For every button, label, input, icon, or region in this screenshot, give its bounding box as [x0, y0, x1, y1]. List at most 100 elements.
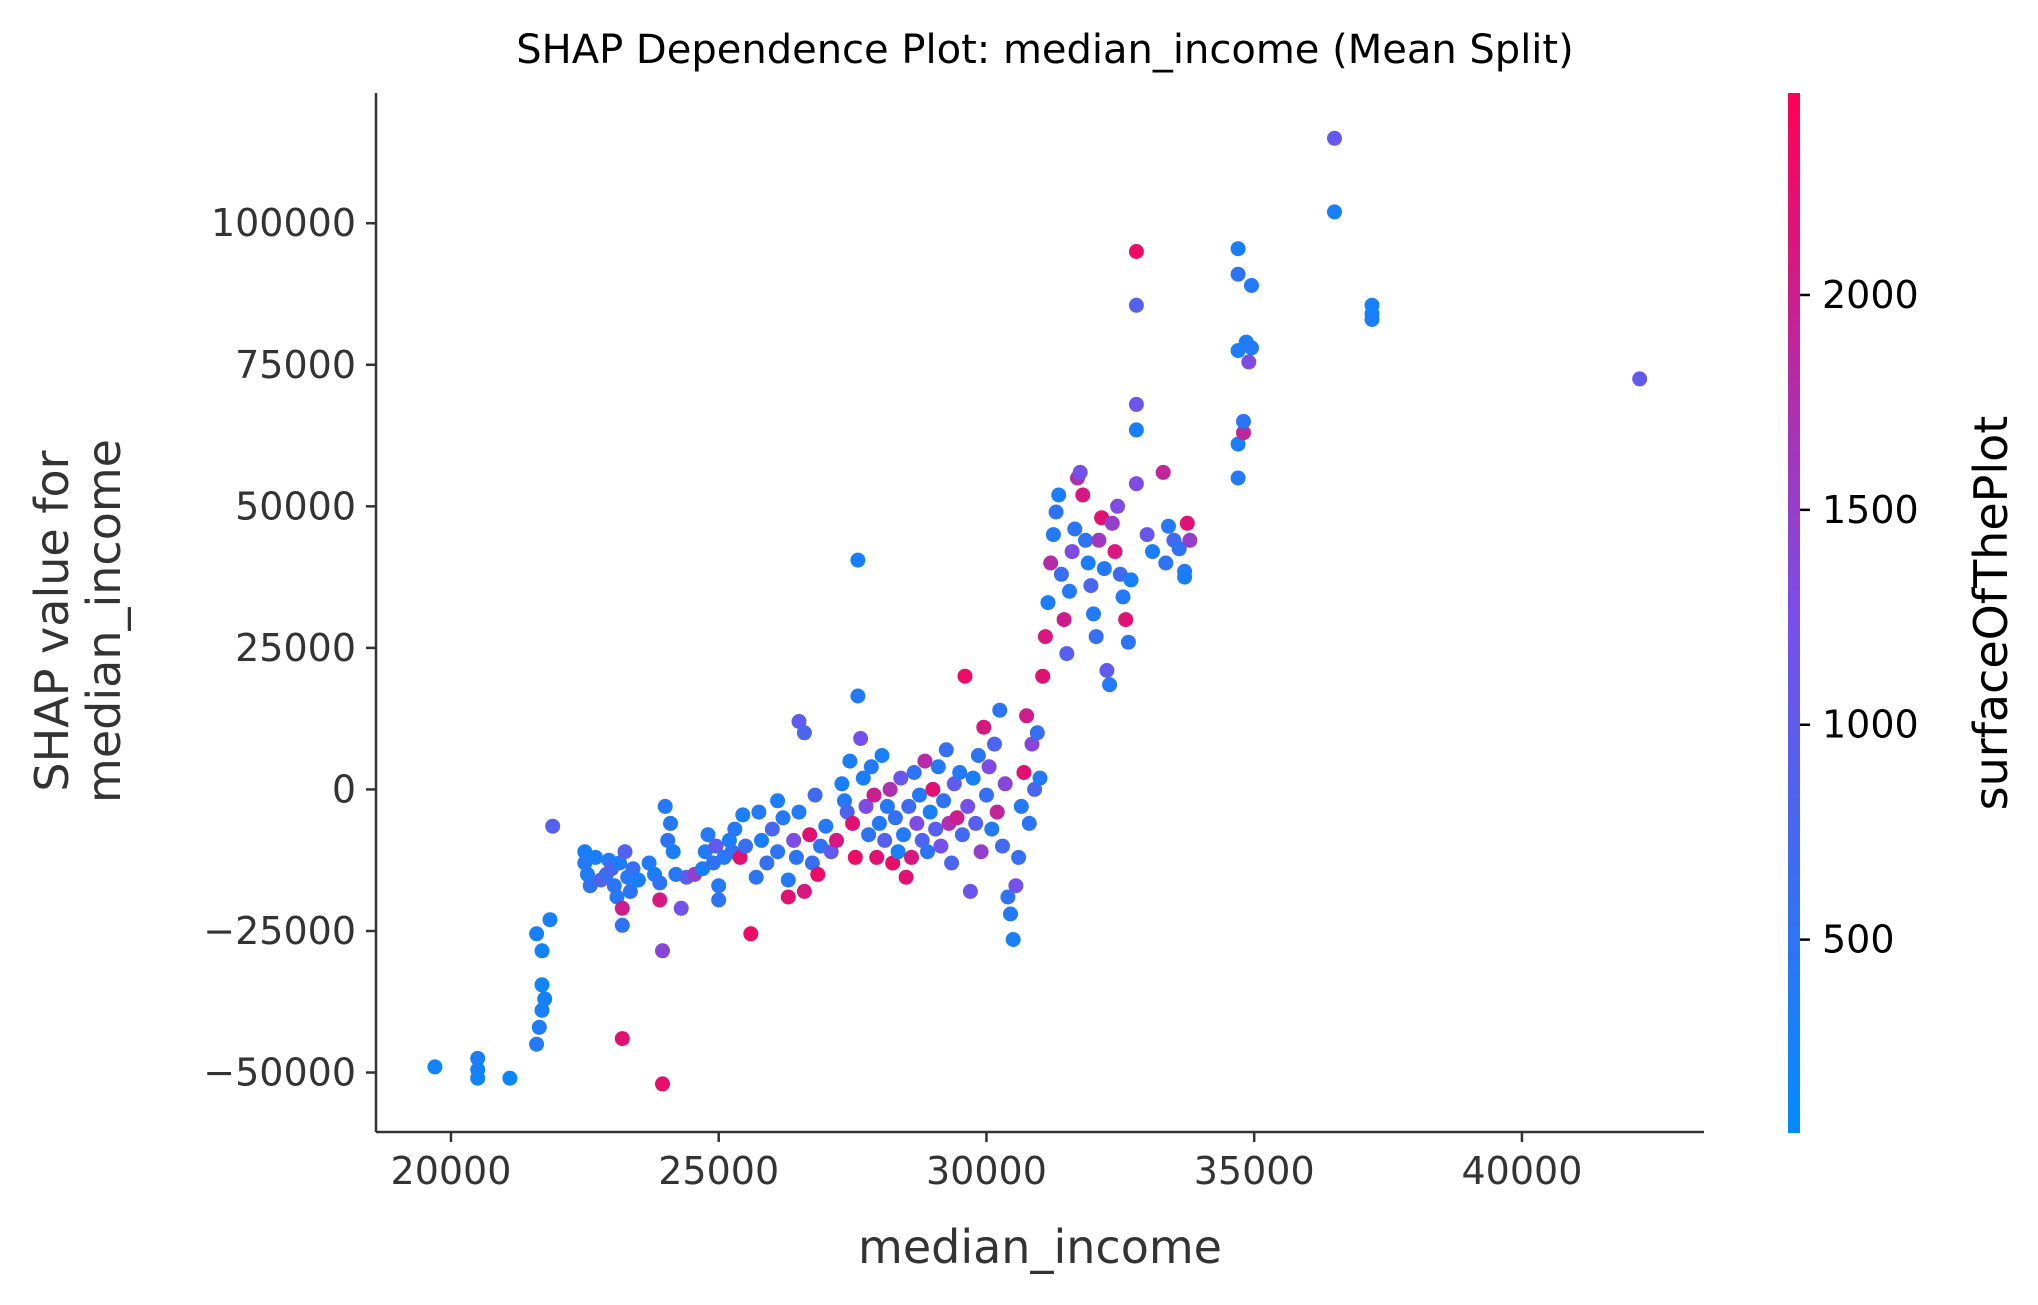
data-point — [1099, 663, 1115, 678]
data-point — [1029, 725, 1045, 741]
data-point — [1236, 425, 1251, 441]
data-point — [938, 742, 954, 758]
data-point — [1364, 312, 1380, 327]
data-point — [655, 943, 670, 959]
y-tick-label: 75000 — [235, 343, 356, 387]
data-point — [1019, 708, 1035, 724]
data-point — [914, 832, 930, 848]
data-point — [1037, 629, 1053, 645]
data-point — [1128, 476, 1144, 492]
colorbar-tick-label: 2000 — [1822, 273, 1919, 317]
data-point — [721, 832, 737, 848]
data-point — [759, 855, 775, 871]
data-point — [1128, 396, 1144, 412]
data-point — [663, 815, 678, 831]
data-point — [922, 804, 938, 820]
data-point — [751, 804, 767, 820]
data-point — [997, 776, 1013, 792]
data-point — [609, 889, 625, 905]
data-point — [534, 943, 550, 959]
data-point — [606, 878, 622, 894]
x-tick-label: 25000 — [658, 1149, 779, 1193]
data-point — [930, 759, 946, 775]
data-point — [1128, 297, 1144, 313]
x-axis-label: median_income — [858, 1220, 1222, 1274]
data-point — [534, 977, 550, 993]
data-point — [770, 793, 786, 809]
data-point — [622, 883, 638, 899]
data-point — [901, 798, 917, 814]
data-point — [711, 892, 727, 908]
data-point — [1048, 504, 1064, 520]
data-point — [1088, 629, 1104, 645]
data-point — [829, 832, 844, 848]
data-point — [1244, 340, 1259, 356]
y-tick-label: 0 — [332, 767, 356, 811]
chart-title: SHAP Dependence Plot: median_income (Mea… — [516, 27, 1573, 73]
y-tick-label: −50000 — [203, 1051, 356, 1095]
data-point — [735, 807, 751, 823]
data-point — [992, 702, 1008, 718]
data-point — [893, 770, 909, 786]
data-point — [802, 827, 818, 843]
data-point — [1110, 498, 1126, 514]
data-point — [545, 818, 561, 834]
data-point — [754, 832, 769, 848]
data-point — [1158, 555, 1174, 571]
data-point — [738, 838, 753, 854]
data-point — [641, 855, 657, 871]
data-point — [877, 832, 893, 848]
data-point — [1067, 521, 1083, 537]
data-point — [925, 781, 941, 797]
x-tick-label: 20000 — [391, 1149, 512, 1193]
data-point — [920, 844, 935, 860]
data-point — [933, 838, 949, 854]
colorbar-label: surfaceOfThePlot — [1964, 416, 2018, 811]
data-point — [780, 889, 796, 905]
x-tick-label: 30000 — [926, 1149, 1047, 1193]
data-point — [1118, 612, 1134, 628]
data-point — [1027, 781, 1043, 797]
data-point — [850, 552, 866, 568]
data-point — [1024, 736, 1040, 752]
data-point — [973, 844, 989, 860]
data-point — [869, 849, 885, 865]
data-point — [917, 753, 933, 769]
y-tick-label: 100000 — [211, 201, 356, 245]
data-point — [1043, 555, 1059, 571]
data-point — [1011, 849, 1027, 865]
data-point — [1155, 464, 1171, 480]
data-point — [842, 753, 858, 769]
data-point — [1016, 765, 1032, 780]
data-point — [944, 855, 960, 871]
data-point — [970, 748, 986, 763]
data-point — [976, 719, 992, 735]
data-point — [588, 849, 603, 865]
data-point — [863, 759, 879, 775]
data-point — [960, 798, 976, 814]
data-point — [898, 869, 914, 885]
data-point — [874, 748, 890, 763]
data-point — [954, 827, 970, 843]
data-point — [1051, 487, 1067, 503]
data-point — [1230, 436, 1246, 452]
data-point — [1000, 889, 1016, 905]
data-point — [871, 815, 887, 831]
x-tick-label: 40000 — [1461, 1149, 1582, 1193]
data-point — [1032, 770, 1048, 786]
data-point — [502, 1070, 518, 1086]
data-point — [1059, 646, 1075, 662]
data-point — [1107, 544, 1123, 560]
y-tick-label: −25000 — [203, 909, 356, 953]
data-point — [1123, 572, 1139, 588]
data-point — [660, 832, 676, 848]
data-point — [1120, 634, 1136, 650]
data-point — [652, 892, 668, 908]
data-point — [711, 878, 727, 894]
data-point — [989, 804, 1005, 820]
data-point — [882, 781, 898, 797]
data-point — [1230, 266, 1246, 282]
data-point — [470, 1050, 486, 1066]
data-point — [965, 770, 981, 786]
